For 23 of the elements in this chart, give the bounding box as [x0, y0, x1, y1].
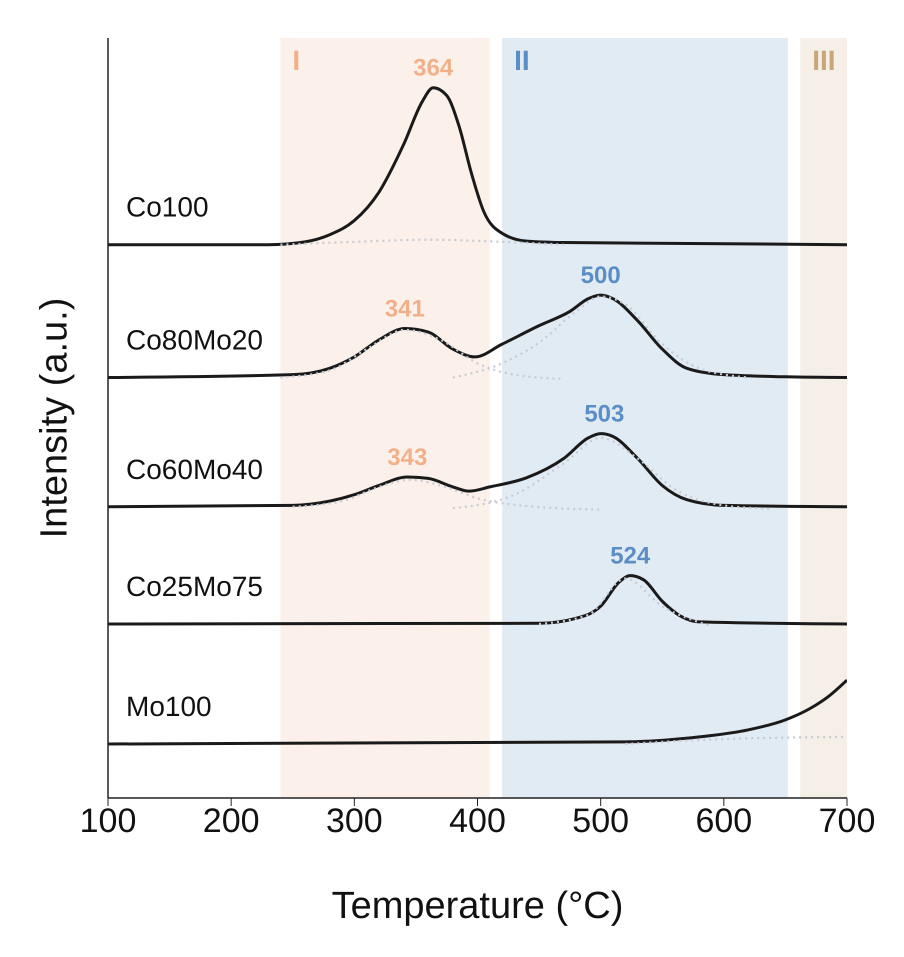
x-tick-label: 600: [695, 802, 752, 840]
x-tick-label: 100: [80, 802, 136, 840]
series-label: Co80Mo20: [126, 324, 263, 356]
series-label: Co25Mo75: [126, 570, 263, 602]
x-tick-label: 700: [818, 802, 876, 840]
annotation: 503: [584, 400, 624, 428]
annotation: 341: [384, 296, 425, 323]
annotation: 500: [580, 262, 621, 290]
x-tick-label: 200: [202, 802, 260, 840]
annotation: 524: [610, 542, 651, 570]
band-label: I: [292, 44, 300, 76]
series-label: Mo100: [126, 691, 212, 722]
series-label: Co100: [126, 192, 209, 223]
annotation: 343: [387, 444, 428, 471]
y-axis-title: Intensity (a.u.): [33, 298, 76, 538]
annotation: 364: [413, 54, 454, 82]
x-tick-label: 500: [572, 802, 630, 840]
x-axis-title: Temperature (°C): [332, 885, 624, 927]
band-label: III: [812, 44, 836, 76]
x-tick-label: 400: [449, 802, 506, 840]
band-label: II: [514, 44, 530, 76]
x-tick-label: 300: [326, 802, 383, 840]
series-label: Co60Mo40: [126, 454, 263, 485]
